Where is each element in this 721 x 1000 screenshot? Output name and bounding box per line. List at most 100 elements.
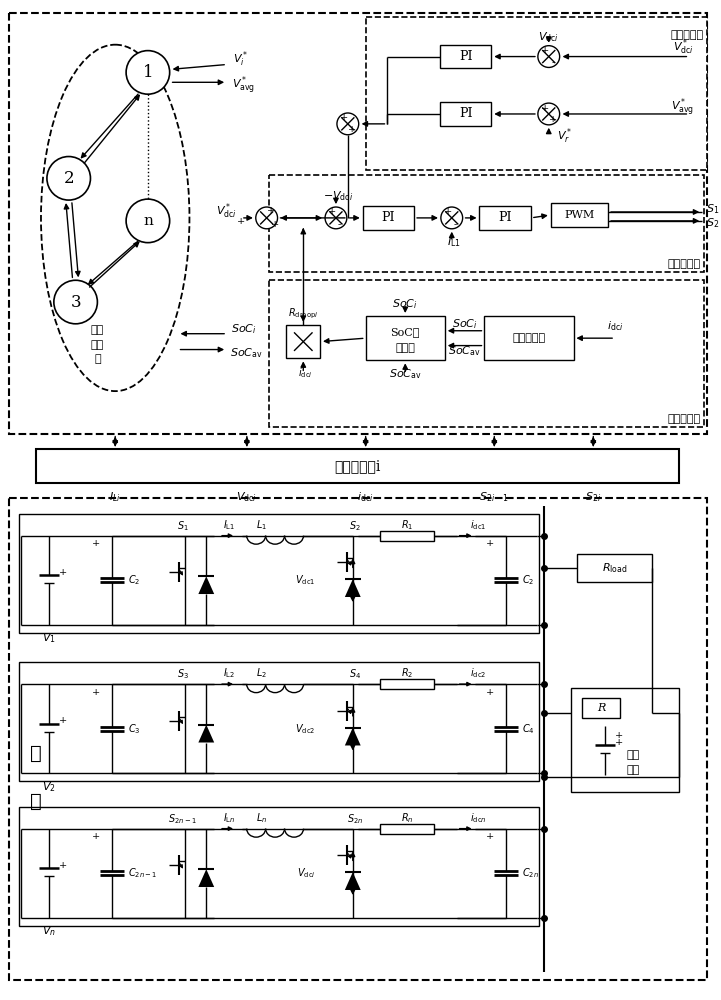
Bar [440,45,491,68]
Text: $R_n$: $R_n$ [401,811,414,825]
Text: $V_{{\rm dc}i}^*$: $V_{{\rm dc}i}^*$ [673,38,694,57]
Text: 储能控制器i: 储能控制器i [335,459,381,473]
Text: +: + [92,539,100,548]
Text: $S_4$: $S_4$ [349,667,360,681]
Text: ⋮: ⋮ [30,793,42,811]
Polygon shape [345,872,360,890]
Text: $SoC_{\rm av}$: $SoC_{\rm av}$ [448,345,481,358]
Bar [19,662,539,781]
Text: PI: PI [459,50,472,63]
Text: $R_{\rm load}$: $R_{\rm load}$ [602,561,627,575]
Text: +: + [615,738,623,747]
Text: $I_{\rm L1}$: $I_{\rm L1}$ [223,518,235,532]
Text: $C_2$: $C_2$ [522,573,534,587]
Text: $L_1$: $L_1$ [256,518,267,532]
Text: $L_n$: $L_n$ [255,811,267,825]
Polygon shape [198,576,214,594]
Text: $S_{2n}$: $S_{2n}$ [347,812,363,826]
Text: $C_{2n}$: $C_{2n}$ [522,866,539,880]
Bar [479,206,531,230]
Text: $i_{{\rm dc}i}$: $i_{{\rm dc}i}$ [607,319,623,333]
Text: $R_2$: $R_2$ [401,666,413,680]
Text: $S_3$: $S_3$ [177,667,188,681]
Text: $S_{2n-1}$: $S_{2n-1}$ [168,812,197,826]
Bar [363,206,414,230]
Text: $S_2$: $S_2$ [706,216,720,230]
Text: +: + [541,104,549,113]
Text: n: n [143,214,153,228]
Text: $V_2$: $V_2$ [42,780,56,794]
Circle shape [256,207,278,229]
Text: +: + [348,125,356,134]
Text: +: + [443,207,452,216]
Text: $i_{{\rm dc}i}$: $i_{{\rm dc}i}$ [298,366,313,380]
Text: 2: 2 [63,170,74,187]
Text: 性算: 性算 [91,340,104,350]
Text: PI: PI [459,107,472,120]
Text: +: + [340,113,348,122]
Circle shape [337,113,359,135]
Text: $SoC_i$: $SoC_i$ [231,322,257,336]
Text: $V_n$: $V_n$ [42,925,56,938]
Circle shape [538,46,559,67]
Text: 一次控制层: 一次控制层 [667,414,700,424]
Text: 双闭环控制: 双闭环控制 [667,259,700,269]
Polygon shape [345,579,360,597]
Bar [269,280,704,427]
Text: $V_{{\rm dc}i}^*$: $V_{{\rm dc}i}^*$ [216,201,237,221]
Text: -: - [337,220,340,229]
Text: +: + [549,115,557,124]
Text: $C_3$: $C_3$ [128,722,141,736]
Text: +: + [58,568,67,577]
Text: $i_{{\rm dc}n}$: $i_{{\rm dc}n}$ [470,811,487,825]
Text: 一致: 一致 [91,325,104,335]
Ellipse shape [41,45,190,391]
Text: $i_{{\rm dc}1}$: $i_{{\rm dc}1}$ [470,518,487,532]
Circle shape [126,51,169,94]
Text: $V_{{\rm dc}i}$: $V_{{\rm dc}i}$ [539,30,559,44]
Circle shape [441,207,463,229]
Bar [551,203,608,227]
Text: R: R [597,703,606,713]
Text: $C_4$: $C_4$ [522,722,535,736]
Text: $R_{{\rm droop}i}$: $R_{{\rm droop}i}$ [288,307,319,321]
Text: PWM: PWM [565,210,595,220]
Text: $V_{\rm avg}^*$: $V_{\rm avg}^*$ [232,75,255,97]
Text: PI: PI [498,211,512,224]
Text: 1: 1 [143,64,153,81]
Text: $V_{{\rm dc}i}$: $V_{{\rm dc}i}$ [296,866,315,880]
Circle shape [325,207,347,229]
Text: $I_{{\rm L}n}$: $I_{{\rm L}n}$ [223,811,235,825]
Bar [366,17,707,170]
Bar [9,498,707,980]
Text: $I_{\rm L2}$: $I_{\rm L2}$ [223,666,235,680]
Bar [9,13,707,434]
Bar [19,514,539,633]
Bar [583,698,620,718]
Text: $L_2$: $L_2$ [256,666,267,680]
Polygon shape [198,869,214,887]
Text: $V_i^*$: $V_i^*$ [233,50,249,69]
Text: $-V_{{\rm dc}i}$: $-V_{{\rm dc}i}$ [323,189,353,203]
Text: 二次控制层: 二次控制层 [670,30,703,40]
Text: $S_{2i-1}$: $S_{2i-1}$ [479,490,509,504]
Circle shape [538,103,559,125]
Text: +: + [328,207,336,216]
Text: SoC均: SoC均 [391,327,420,337]
Bar [578,554,652,582]
Text: $V_1$: $V_1$ [42,632,56,645]
Bar [366,316,445,360]
Text: +: + [58,861,67,870]
Text: 流算法: 流算法 [395,343,415,353]
Text: ⋮: ⋮ [30,745,42,763]
Bar [269,175,704,272]
Text: +: + [236,217,245,226]
Text: +: + [541,46,549,55]
Text: 安时积分法: 安时积分法 [513,333,546,343]
Text: +: + [58,716,67,725]
Bar [36,449,679,483]
Text: $V_{{\rm dc}1}$: $V_{{\rm dc}1}$ [295,573,315,587]
Text: $S_1$: $S_1$ [706,202,720,216]
Text: $C_{2n-1}$: $C_{2n-1}$ [128,866,158,880]
Text: +: + [615,731,623,740]
